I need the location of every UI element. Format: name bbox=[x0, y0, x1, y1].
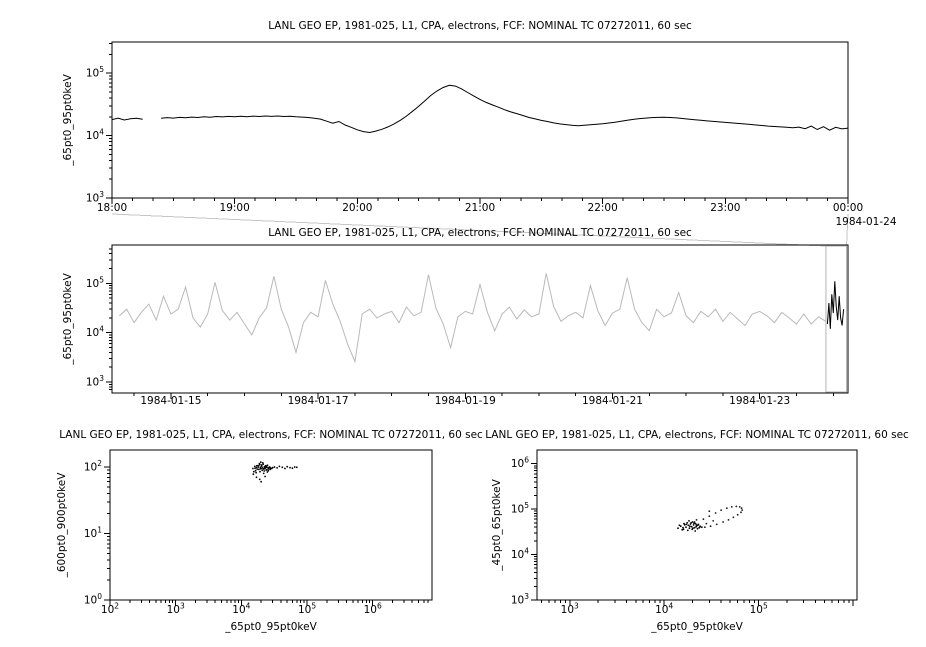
context-connector bbox=[111, 213, 849, 247]
tick-label: 00:00 bbox=[833, 202, 863, 214]
panel1-ylabel: _65pt0_95pt0keV bbox=[62, 74, 74, 166]
tick-label: 102 bbox=[84, 459, 102, 474]
tick-label: 105 bbox=[298, 602, 316, 617]
tick-label: 104 bbox=[86, 325, 104, 340]
panel2-ylabel: _65pt0_95pt0keV bbox=[62, 273, 74, 365]
tick-label: 103 bbox=[167, 602, 185, 617]
tick-label: 1984-01-21 bbox=[582, 395, 643, 407]
panel2-title: LANL GEO EP, 1981-025, L1, CPA, electron… bbox=[268, 227, 692, 239]
tick-label: 23:00 bbox=[710, 202, 740, 214]
series-line bbox=[826, 281, 845, 329]
plot-area[interactable] bbox=[111, 41, 849, 199]
series-line bbox=[112, 84, 848, 134]
series-layer bbox=[119, 273, 845, 364]
panel-scatter-45-65: 103 104 105 103 104 105 106 bbox=[511, 449, 858, 617]
tick-label: 1984-01-23 bbox=[729, 395, 790, 407]
tick-label: 104 bbox=[655, 602, 673, 617]
tick-label: 21:00 bbox=[465, 202, 495, 214]
tick-label: 104 bbox=[86, 128, 104, 143]
tick-label: 103 bbox=[561, 602, 579, 617]
scatter-points bbox=[252, 461, 298, 483]
tick-label: 1984-01-17 bbox=[288, 395, 349, 407]
panel-context-overview: 1984-01-15 1984-01-17 1984-01-19 1984-01-21… bbox=[86, 244, 849, 407]
tick-label: 22:00 bbox=[588, 202, 618, 214]
tick-label: 106 bbox=[364, 602, 382, 617]
tick-label: 100 bbox=[84, 592, 102, 607]
plot-area[interactable] bbox=[111, 244, 849, 394]
tick-label: 103 bbox=[86, 374, 104, 389]
series-layer bbox=[677, 505, 744, 532]
panel-zoom-timeseries: 18:00 19:00 20:00 21:00 22:00 23:00 00:00 103 10… bbox=[86, 41, 863, 214]
tick-label: 19:00 bbox=[220, 202, 250, 214]
series-layer bbox=[112, 84, 848, 134]
tick-label: 105 bbox=[86, 65, 104, 80]
tick-label: 102 bbox=[101, 602, 119, 617]
panel4-title: LANL GEO EP, 1981-025, L1, CPA, electron… bbox=[485, 429, 909, 441]
series-layer bbox=[252, 461, 298, 483]
tick-label: 105 bbox=[750, 602, 768, 617]
panel3-ylabel: _600pt0_900pt0keV bbox=[56, 472, 68, 578]
tick-label: 1984-01-19 bbox=[435, 395, 496, 407]
plot-area[interactable] bbox=[536, 449, 858, 601]
panel3-title: LANL GEO EP, 1981-025, L1, CPA, electron… bbox=[59, 429, 483, 441]
tick-label: 105 bbox=[86, 275, 104, 290]
panel1-title: LANL GEO EP, 1981-025, L1, CPA, electron… bbox=[268, 20, 692, 32]
tick-label: 101 bbox=[84, 525, 102, 540]
tick-label: 1984-01-15 bbox=[140, 395, 201, 407]
tick-label: 104 bbox=[511, 547, 529, 562]
plot-area[interactable] bbox=[109, 449, 433, 601]
tick-label: 103 bbox=[511, 592, 529, 607]
series-line bbox=[119, 273, 827, 364]
panel4-ylabel: _45pt0_65pt0keV bbox=[491, 479, 503, 571]
panel1-end-date: 1984-01-24 bbox=[835, 216, 897, 228]
panel-scatter-600-900: 102 103 104 105 106 100 101 102 bbox=[84, 449, 433, 617]
scatter-points bbox=[693, 505, 744, 529]
tick-label: 18:00 bbox=[97, 202, 127, 214]
scatter-points bbox=[677, 520, 703, 532]
selection-box[interactable] bbox=[825, 245, 848, 393]
panel4-xlabel: _65pt0_95pt0keV bbox=[651, 621, 743, 633]
tick-label: 20:00 bbox=[342, 202, 372, 214]
tick-label: 104 bbox=[232, 602, 250, 617]
panel3-xlabel: _65pt0_95pt0keV bbox=[225, 621, 317, 633]
tick-label: 106 bbox=[511, 456, 529, 471]
tick-label: 105 bbox=[511, 501, 529, 516]
tick-label: 103 bbox=[86, 190, 104, 205]
